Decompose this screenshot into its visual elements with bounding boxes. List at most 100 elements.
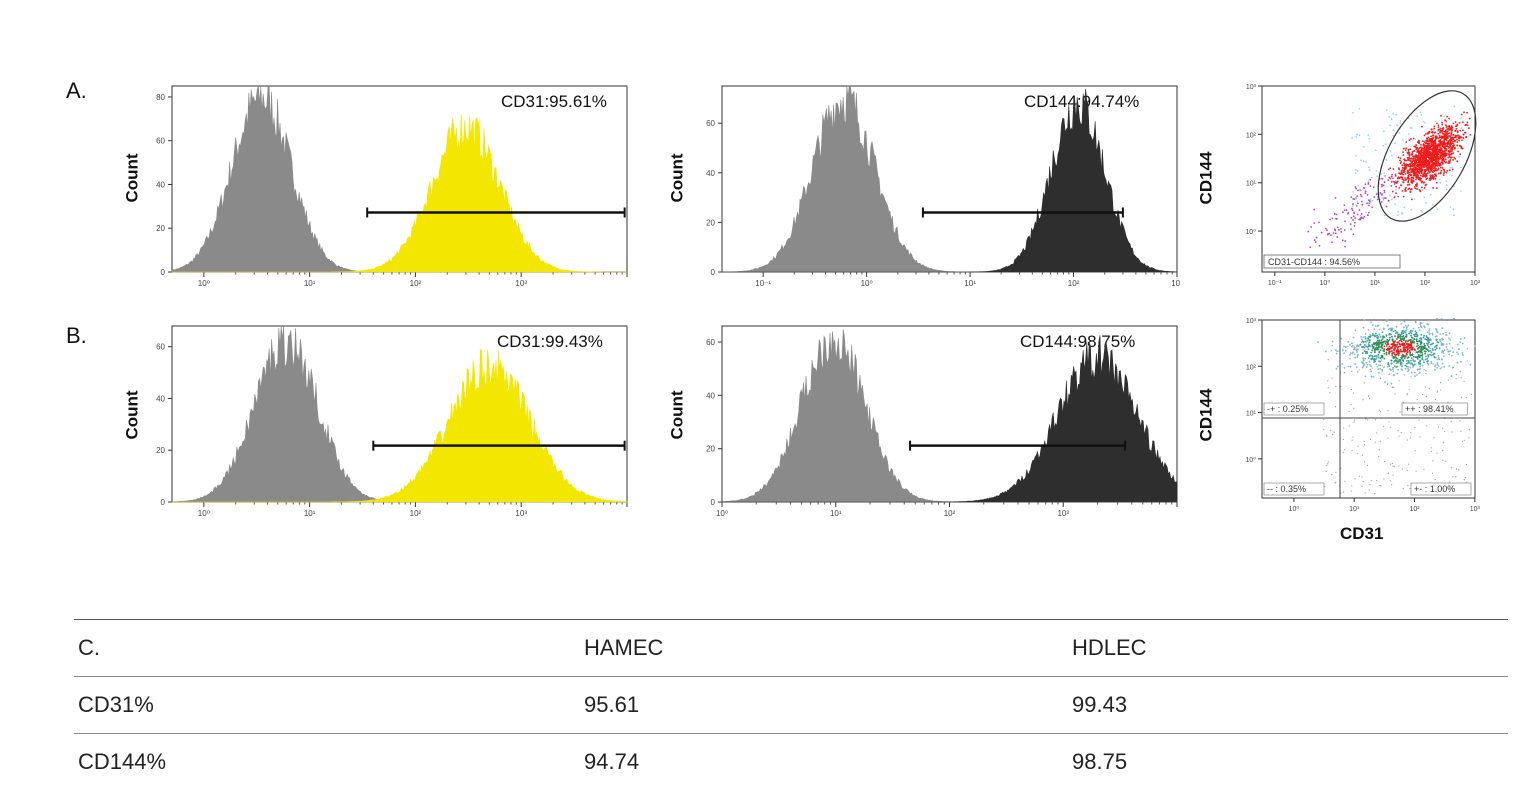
scatter-point bbox=[1417, 151, 1419, 153]
scatter-point bbox=[1365, 338, 1367, 340]
scatter-point bbox=[1423, 182, 1425, 184]
scatter-point bbox=[1449, 162, 1451, 164]
scatter-point bbox=[1436, 146, 1438, 148]
scatter-point bbox=[1440, 182, 1442, 184]
scatter-point bbox=[1447, 135, 1449, 137]
scatter-point bbox=[1445, 161, 1447, 163]
scatter-point bbox=[1377, 199, 1379, 201]
scatter-point bbox=[1392, 191, 1394, 193]
scatter-point bbox=[1438, 126, 1440, 128]
scatter-point bbox=[1349, 425, 1350, 426]
scatter-point bbox=[1392, 345, 1394, 347]
scatter-point bbox=[1411, 343, 1413, 345]
scatter-point bbox=[1397, 360, 1399, 362]
scatter-point bbox=[1419, 361, 1421, 363]
scatter-point bbox=[1365, 418, 1366, 419]
scatter-point bbox=[1428, 179, 1430, 181]
scatter-point bbox=[1432, 162, 1434, 164]
scatter-point bbox=[1405, 341, 1407, 343]
scatter-point bbox=[1360, 343, 1362, 345]
scatter-point bbox=[1415, 138, 1417, 140]
scatter-point bbox=[1408, 150, 1410, 152]
scatter-point bbox=[1348, 366, 1349, 367]
scatter-point bbox=[1409, 350, 1411, 352]
scatter-point bbox=[1451, 347, 1453, 349]
summary-table: C. HAMEC HDLEC CD31% 95.61 99.43 CD144% … bbox=[74, 619, 1508, 790]
scatter-point bbox=[1421, 147, 1423, 149]
scatter-point bbox=[1398, 436, 1399, 437]
scatter-point bbox=[1452, 476, 1453, 477]
scatter-point bbox=[1438, 168, 1440, 170]
scatter-point bbox=[1352, 436, 1353, 437]
scatter-point bbox=[1354, 225, 1356, 227]
scatter-point bbox=[1381, 201, 1383, 203]
scatter-point bbox=[1368, 202, 1370, 204]
scatter-point bbox=[1390, 343, 1392, 345]
scatter-point bbox=[1310, 226, 1312, 228]
scatter-point bbox=[1439, 135, 1441, 137]
scatter-point bbox=[1383, 190, 1385, 192]
scatter-point bbox=[1393, 475, 1394, 476]
scatter-point bbox=[1355, 186, 1357, 188]
scatter-point bbox=[1434, 146, 1436, 148]
scatter-point bbox=[1400, 323, 1402, 325]
scatter-point bbox=[1439, 132, 1441, 134]
table-cell: 98.75 bbox=[1072, 749, 1508, 775]
scatter-point bbox=[1452, 169, 1454, 171]
scatter-point bbox=[1375, 333, 1377, 335]
scatter-point bbox=[1391, 181, 1393, 183]
scatter-point bbox=[1441, 327, 1443, 329]
scatter-point bbox=[1396, 344, 1398, 346]
scatter-point bbox=[1461, 377, 1462, 378]
scatter-point bbox=[1332, 218, 1334, 220]
scatter-point bbox=[1438, 426, 1439, 427]
scatter-point bbox=[1448, 337, 1450, 339]
scatter-point bbox=[1425, 373, 1426, 374]
scatter-point bbox=[1414, 372, 1416, 374]
scatter-point bbox=[1445, 130, 1447, 132]
scatter-point bbox=[1411, 354, 1413, 356]
scatter-point bbox=[1367, 194, 1369, 196]
scatter-point bbox=[1351, 485, 1352, 486]
scatter-point bbox=[1416, 374, 1418, 376]
scatter-point bbox=[1391, 176, 1393, 178]
scatter-point bbox=[1325, 351, 1327, 353]
scatter-point bbox=[1422, 140, 1424, 142]
scatter-point bbox=[1429, 163, 1431, 165]
scatter-point bbox=[1403, 326, 1405, 328]
scatter-point bbox=[1410, 188, 1412, 190]
scatter-point bbox=[1397, 211, 1399, 213]
scatter-point bbox=[1464, 124, 1466, 126]
scatter-point bbox=[1352, 206, 1354, 208]
scatter-point bbox=[1412, 366, 1414, 368]
scatter-point bbox=[1429, 175, 1431, 177]
scatter-point bbox=[1424, 141, 1426, 143]
scatter-point bbox=[1431, 128, 1433, 130]
scatter-point bbox=[1370, 335, 1372, 337]
scatter-point bbox=[1369, 398, 1370, 399]
scatter-point bbox=[1423, 343, 1425, 345]
scatter-point bbox=[1355, 169, 1357, 171]
scatter-point bbox=[1430, 194, 1432, 196]
scatter-point bbox=[1447, 351, 1449, 353]
scatter-point bbox=[1451, 142, 1453, 144]
scatter-point bbox=[1415, 333, 1417, 335]
scatter-point bbox=[1441, 124, 1443, 126]
scatter-point bbox=[1352, 233, 1354, 235]
scatter-point bbox=[1377, 354, 1379, 356]
scatter-point bbox=[1331, 474, 1332, 475]
scatter-point bbox=[1431, 447, 1432, 448]
scatter-point bbox=[1425, 359, 1427, 361]
scatter-point bbox=[1408, 464, 1409, 465]
scatter-point bbox=[1344, 209, 1346, 211]
scatter-point bbox=[1371, 355, 1373, 357]
y-tick-label: 10³ bbox=[1246, 84, 1257, 91]
scatter-point bbox=[1326, 471, 1327, 472]
scatter-point bbox=[1410, 163, 1412, 165]
scatter-point bbox=[1442, 167, 1444, 169]
scatter-point bbox=[1381, 186, 1383, 188]
scatter-point bbox=[1416, 188, 1418, 190]
scatter-point bbox=[1409, 158, 1411, 160]
scatter-point bbox=[1440, 150, 1442, 152]
scatter-point bbox=[1467, 360, 1468, 361]
